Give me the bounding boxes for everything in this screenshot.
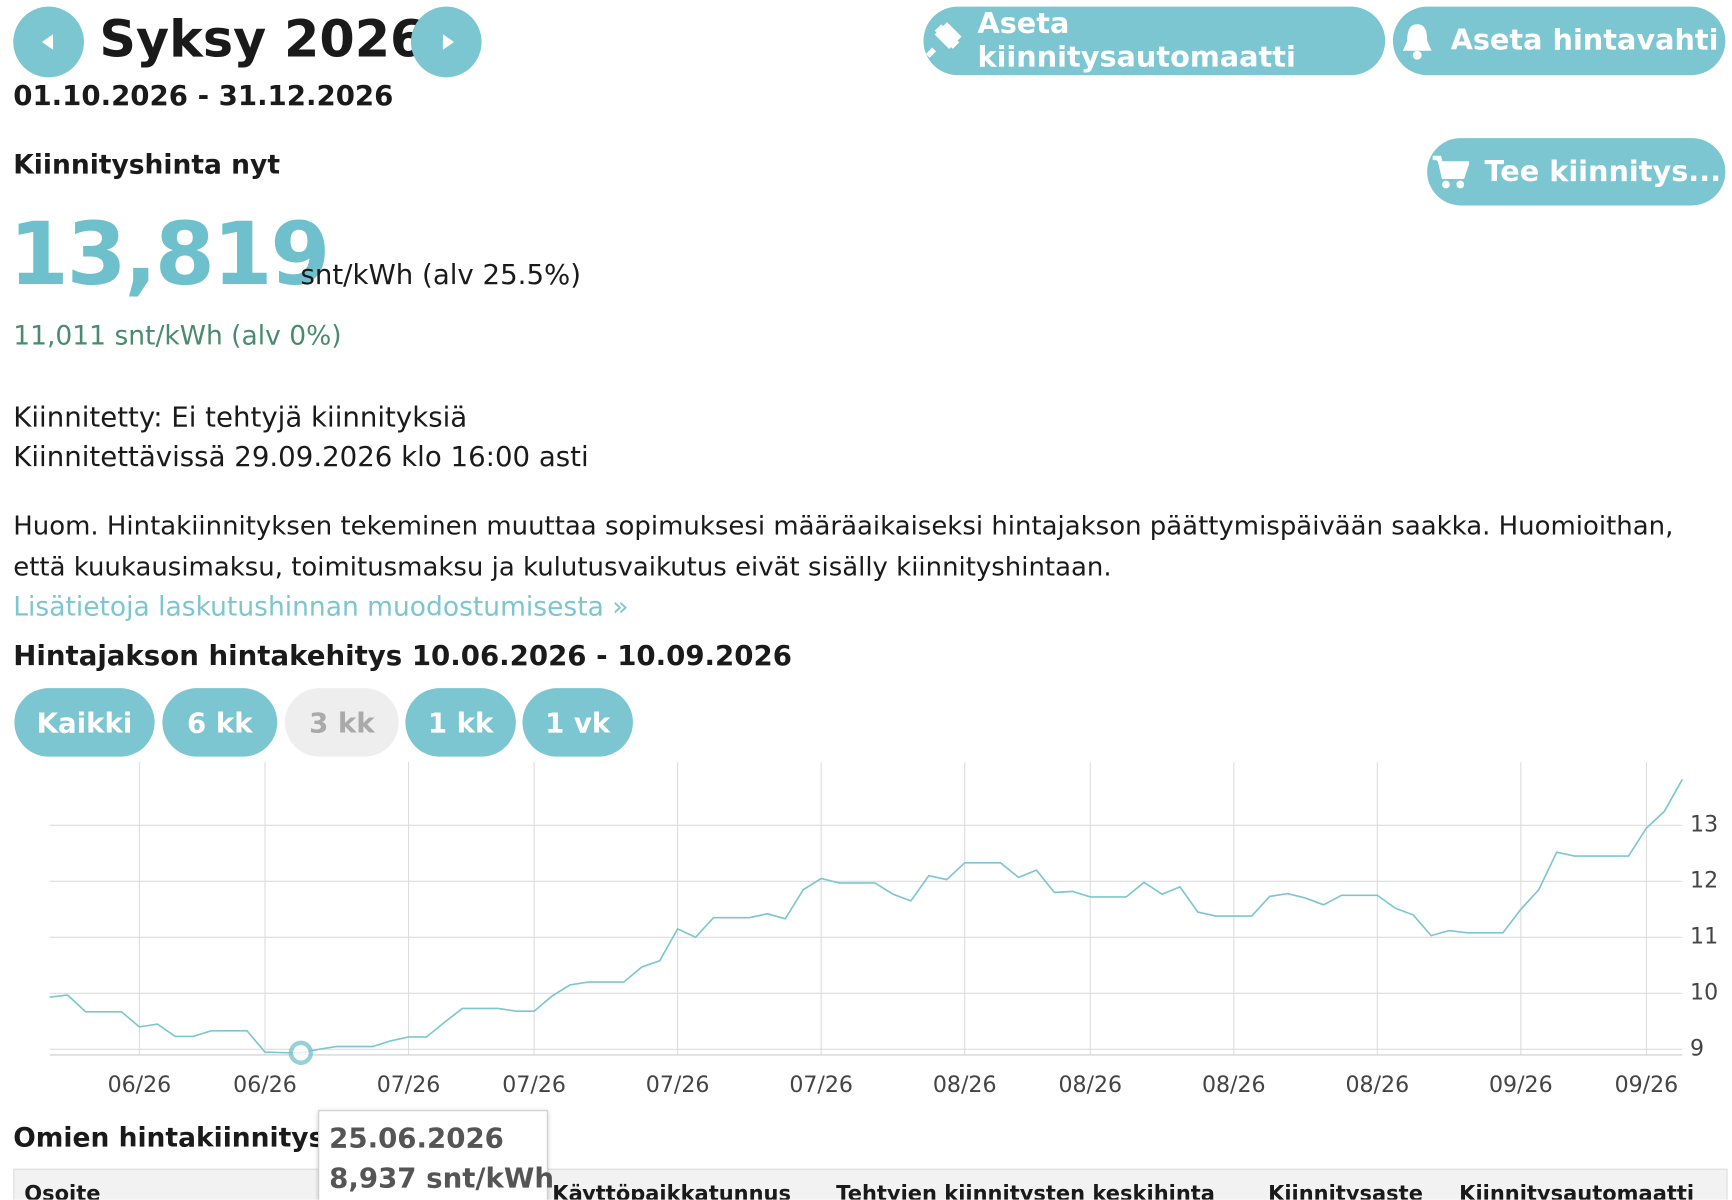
button-label: Aseta kiinnitysautomaatti [977, 7, 1296, 75]
x-tick-label: 09/26 [1489, 1072, 1553, 1098]
info-link[interactable]: Lisätietoja laskutushinnan muodostumises… [13, 590, 629, 622]
price-chart: 06/26 06/26 07/26 07/26 07/26 07/26 08/26 08/26… [49, 762, 1718, 1098]
x-tick-label: 07/26 [789, 1072, 853, 1098]
x-tick-label: 07/26 [377, 1072, 441, 1098]
table-header-cell: Käyttöpaikkatunnus [552, 1181, 791, 1200]
table-header-cell: Tehtyjen kiinnitysten keskihinta [836, 1181, 1215, 1200]
button-label: Aseta hintavahti [1450, 24, 1719, 58]
range-button[interactable]: 3 kk [284, 688, 399, 757]
x-tick-label: 06/26 [108, 1072, 172, 1098]
price-alert-button[interactable]: Aseta hintavahti [1392, 6, 1726, 76]
hover-marker [288, 1040, 314, 1065]
x-tick-label: 08/26 [1345, 1072, 1409, 1098]
x-tick-label: 07/26 [646, 1072, 710, 1098]
table-header-cell: Kiinnitysaste [1268, 1181, 1423, 1200]
price-line [49, 779, 1684, 1054]
table-header [13, 1168, 1728, 1200]
status-line: Kiinnitettävissä 29.09.2026 klo 16:00 as… [13, 440, 589, 473]
season-title: Syksy 2026 [99, 8, 426, 69]
y-tick-label: 10 [1690, 979, 1718, 1005]
x-tick-label: 09/26 [1615, 1072, 1679, 1098]
status-line: Kiinnitetty: Ei tehtyjä kiinnityksiä [13, 400, 468, 434]
y-tick-label: 12 [1690, 867, 1718, 893]
automation-button[interactable]: Aseta kiinnitysautomaatti [923, 6, 1386, 76]
y-tick-label: 13 [1690, 811, 1718, 837]
tooltip-text: 8,937 snt/kWh [329, 1162, 555, 1195]
range-button[interactable]: Kaikki [14, 688, 155, 757]
price-vat0: 11,011 snt/kWh (alv 0%) [13, 320, 342, 352]
x-tick-label: 08/26 [1202, 1072, 1266, 1098]
range-button[interactable]: 1 kk [405, 688, 516, 757]
note-line: että kuukausimaksu, toimitusmaksu ja kul… [13, 551, 1112, 583]
price-unit: snt/kWh (alv 25.5%) [300, 258, 582, 291]
note-line: Huom. Hintakiinnityksen tekeminen muutta… [13, 510, 1674, 542]
table-title: Omien hintakiinnitysten [13, 1122, 374, 1154]
next-button[interactable] [410, 6, 482, 78]
button-label: Tee kiinnitys... [1484, 155, 1722, 189]
price-label: Kiinnityshinta nyt [13, 149, 280, 181]
make-fixing-button[interactable]: Tee kiinnitys... [1427, 138, 1726, 206]
y-tick-label: 11 [1690, 923, 1718, 949]
x-tick-label: 06/26 [233, 1072, 297, 1098]
x-tick-label: 07/26 [502, 1072, 566, 1098]
x-tick-label: 08/26 [933, 1072, 997, 1098]
table-header-cell: Kiinnitysautomaatti [1459, 1181, 1695, 1200]
prev-button[interactable] [13, 6, 84, 78]
range-button[interactable]: 6 kk [162, 688, 278, 757]
tooltip-title: 25.06.2026 [329, 1122, 504, 1155]
price-value: 13,819 [8, 205, 330, 305]
season-dates: 01.10.2026 - 31.12.2026 [13, 79, 394, 112]
tooltip: 25.06.2026 8,937 snt/kWh [318, 1110, 554, 1200]
x-tick-label: 08/26 [1058, 1072, 1122, 1098]
range-button[interactable]: 1 vk [522, 688, 633, 757]
table-header-cell: Osoite [24, 1181, 101, 1200]
y-tick-label: 9 [1690, 1035, 1704, 1061]
chart-heading: Hintajakson hintakehitys 10.06.2026 - 10… [13, 639, 792, 672]
